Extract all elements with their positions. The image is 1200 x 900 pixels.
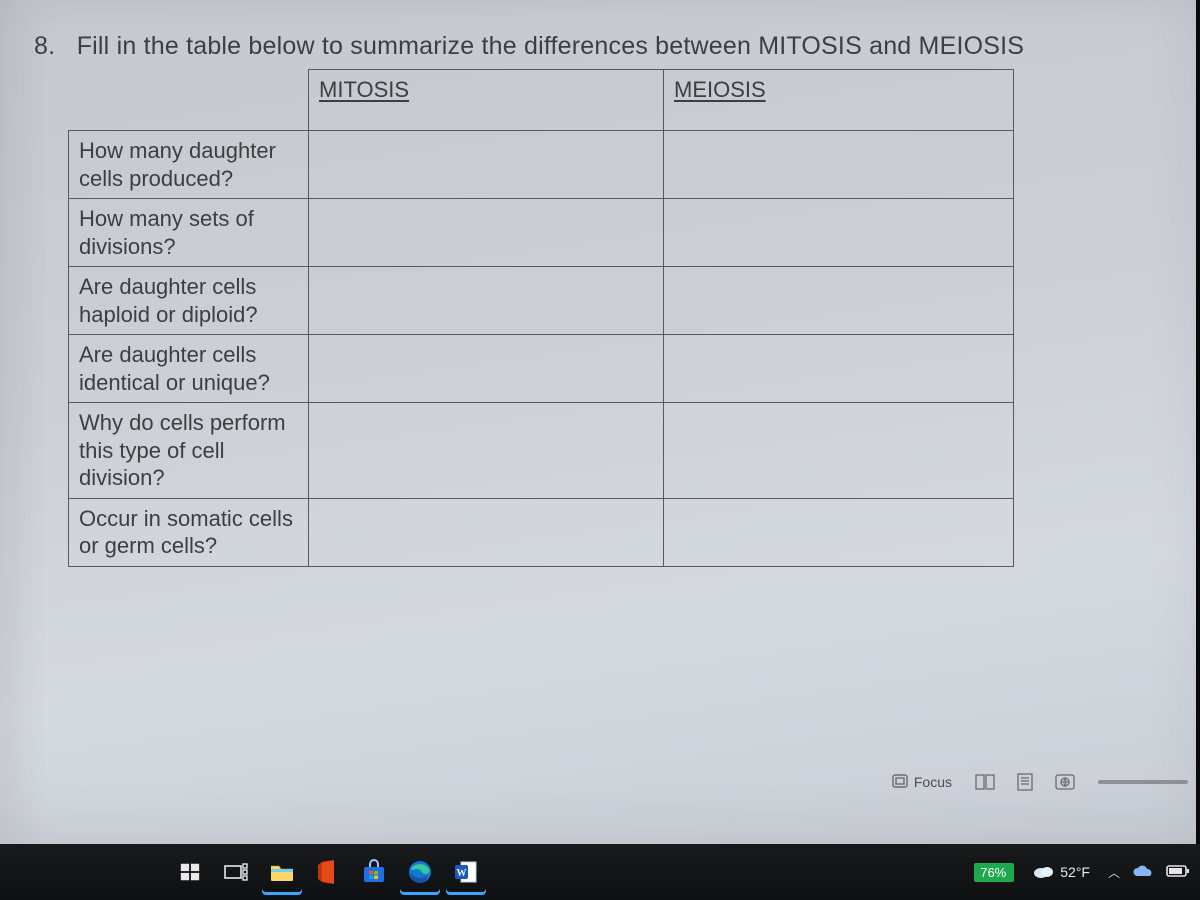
row-label: Occur in somatic cells or germ cells?	[69, 498, 309, 566]
cell-mitosis[interactable]	[309, 199, 664, 267]
weather-widget[interactable]: 52°F	[1032, 863, 1090, 882]
cell-meiosis[interactable]	[664, 267, 1014, 335]
focus-icon	[892, 774, 908, 791]
table-row: Occur in somatic cells or germ cells?	[69, 498, 1014, 566]
file-explorer-button[interactable]	[262, 852, 302, 892]
cell-mitosis[interactable]	[309, 403, 664, 499]
web-layout-icon[interactable]	[1052, 771, 1078, 793]
task-view-button[interactable]	[216, 852, 256, 892]
zoom-slider[interactable]	[1098, 780, 1188, 784]
row-label: Why do cells perform this type of cell d…	[69, 403, 309, 499]
svg-text:W: W	[457, 868, 467, 879]
office-app-button[interactable]	[308, 852, 348, 892]
tray-overflow-icon[interactable]: ︿	[1108, 864, 1120, 881]
monitor-frame: 8. Fill in the table below to summarize …	[0, 0, 1200, 900]
focus-label: Focus	[914, 774, 952, 790]
microsoft-store-button[interactable]	[354, 852, 394, 892]
header-blank	[69, 70, 309, 131]
row-label: How many daughter cells produced?	[69, 131, 309, 199]
onedrive-icon[interactable]	[1132, 864, 1154, 881]
cell-mitosis[interactable]	[309, 498, 664, 566]
table-row: How many daughter cells produced?	[69, 131, 1014, 199]
word-status-bar: Focus	[0, 766, 1196, 798]
weather-cloud-icon	[1032, 863, 1054, 882]
show-desktop-peek[interactable]	[150, 852, 164, 892]
app-screen: 8. Fill in the table below to summarize …	[0, 0, 1200, 864]
taskbar-right: 76% 52°F ︿	[974, 863, 1200, 882]
focus-mode-button[interactable]: Focus	[886, 772, 958, 793]
question-text: Fill in the table below to summarize the…	[77, 32, 1024, 60]
header-meiosis: MEIOSIS	[664, 70, 1014, 131]
cell-meiosis[interactable]	[664, 403, 1014, 499]
task-view-icon	[224, 862, 248, 882]
question-number: 8.	[34, 32, 55, 60]
document-area: 8. Fill in the table below to summarize …	[34, 32, 1154, 567]
table-row: Are daughter cells haploid or diploid?	[69, 267, 1014, 335]
cell-mitosis[interactable]	[309, 131, 664, 199]
header-mitosis: MITOSIS	[309, 70, 664, 131]
windows-taskbar: W 76% 52°F ︿	[0, 844, 1200, 900]
battery-tray-icon[interactable]	[1166, 864, 1190, 881]
table-header-row: MITOSIS MEIOSIS	[69, 70, 1014, 131]
read-mode-icon[interactable]	[972, 771, 998, 793]
table-row: Why do cells perform this type of cell d…	[69, 403, 1014, 499]
cell-meiosis[interactable]	[664, 199, 1014, 267]
battery-percent-badge[interactable]: 76%	[974, 863, 1014, 882]
edge-browser-button[interactable]	[400, 852, 440, 892]
row-label: Are daughter cells identical or unique?	[69, 335, 309, 403]
print-layout-icon[interactable]	[1012, 771, 1038, 793]
row-label: Are daughter cells haploid or diploid?	[69, 267, 309, 335]
table-row: Are daughter cells identical or unique?	[69, 335, 1014, 403]
row-label: How many sets of divisions?	[69, 199, 309, 267]
table-row: How many sets of divisions?	[69, 199, 1014, 267]
taskbar-left: W	[0, 852, 486, 892]
office-icon	[316, 859, 340, 885]
word-icon: W	[453, 859, 479, 885]
file-explorer-icon	[269, 861, 295, 883]
cell-mitosis[interactable]	[309, 267, 664, 335]
weather-temp: 52°F	[1060, 864, 1090, 880]
cell-mitosis[interactable]	[309, 335, 664, 403]
battery-percent-text: 76%	[980, 865, 1006, 880]
cell-meiosis[interactable]	[664, 131, 1014, 199]
start-button[interactable]	[170, 852, 210, 892]
comparison-table: MITOSIS MEIOSIS How many daughter cells …	[68, 69, 1014, 567]
windows-logo-icon	[179, 861, 201, 883]
cell-meiosis[interactable]	[664, 498, 1014, 566]
question-prompt: 8. Fill in the table below to summarize …	[34, 32, 1154, 61]
word-app-button[interactable]: W	[446, 852, 486, 892]
system-tray: ︿	[1108, 864, 1190, 881]
store-icon	[361, 859, 387, 885]
cell-meiosis[interactable]	[664, 335, 1014, 403]
edge-icon	[407, 859, 433, 885]
